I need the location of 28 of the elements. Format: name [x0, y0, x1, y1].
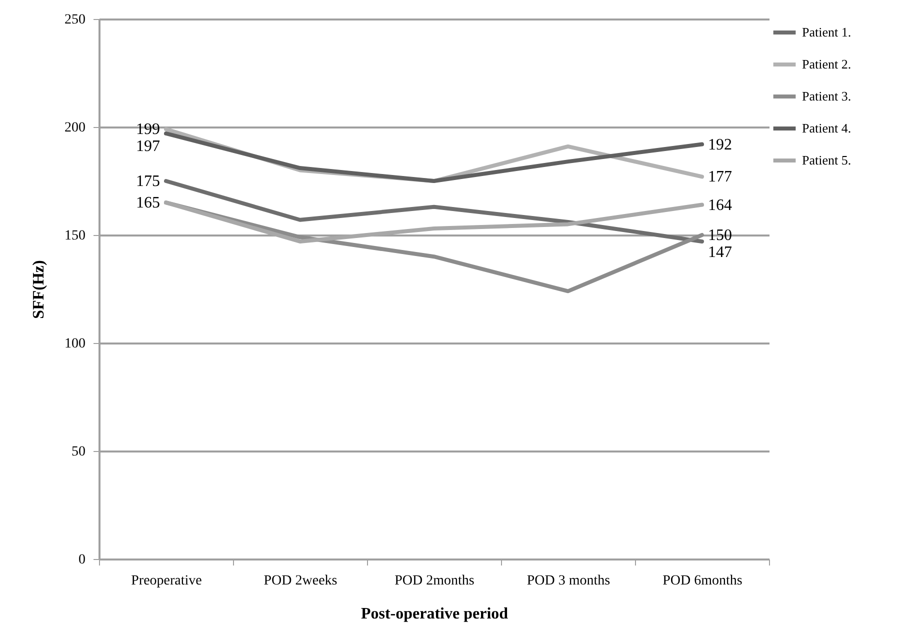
x-tick-label: POD 3 months [526, 574, 610, 588]
x-tick-label: POD 2weeks [264, 574, 338, 588]
x-tick-label: POD 2months [394, 574, 474, 588]
line-series [164, 179, 704, 244]
x-tick-label: POD 6months [662, 574, 742, 588]
legend-label: Patient 5. [802, 152, 852, 168]
data-label: 165 [136, 194, 160, 212]
legend-label: Patient 3. [802, 88, 852, 104]
x-tick-label: Preoperative [131, 574, 202, 588]
data-label: 197 [136, 138, 160, 156]
y-tick-label: 250 [64, 12, 86, 28]
data-label: 175 [136, 173, 160, 190]
legend-label: Patient 1. [802, 24, 852, 40]
legend-label: Patient 4. [802, 120, 852, 136]
y-tick-label: 200 [64, 120, 86, 136]
y-tick-label: 0 [78, 552, 86, 568]
x-axis-title: Post-operative period [360, 606, 508, 622]
y-tick-label: 50 [72, 444, 86, 460]
y-tick-label: 100 [64, 336, 86, 352]
y-axis-title: SFF(Hz) [30, 260, 48, 319]
y-tick-label: 150 [64, 228, 86, 244]
data-label: 192 [708, 136, 732, 154]
data-label: 147 [708, 244, 732, 261]
data-label: 199 [136, 121, 160, 138]
data-label: 177 [708, 168, 732, 186]
legend-label: Patient 2. [802, 56, 852, 72]
data-label: 164 [708, 196, 732, 214]
data-label: 150 [708, 227, 732, 244]
